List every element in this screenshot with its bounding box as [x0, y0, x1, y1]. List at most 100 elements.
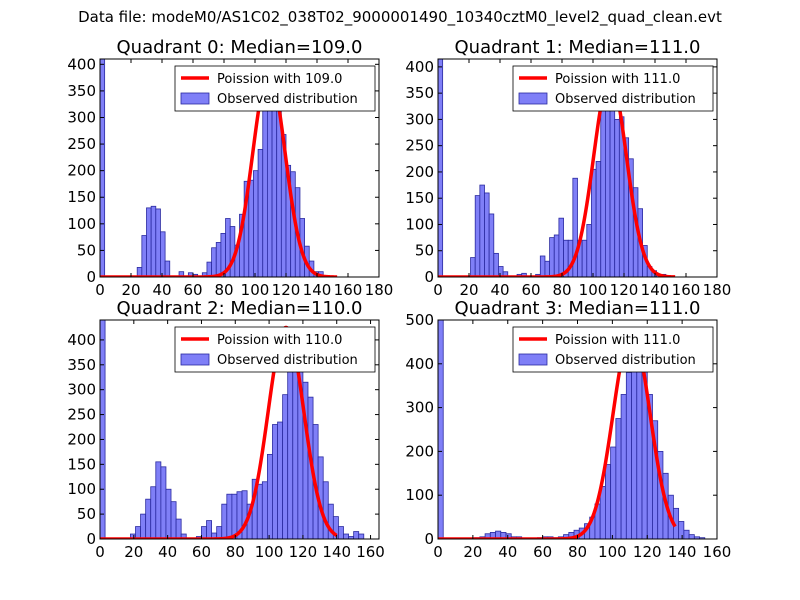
histogram-bar — [256, 483, 263, 539]
histogram-bar — [484, 192, 490, 277]
histogram-bar — [146, 207, 152, 277]
histogram-bar — [683, 529, 690, 539]
subplot-title: Quadrant 2: Median=110.0 — [117, 298, 363, 319]
histogram-bar — [353, 531, 360, 539]
subplot-quadrant-3: Quadrant 3: Median=111.0 0 20 40 60 80 100 120 1… — [405, 298, 731, 561]
y-tick-label: 300 — [405, 399, 434, 417]
histogram-bar — [572, 177, 578, 277]
x-tick-label: 20 — [459, 281, 478, 299]
x-tick-label: 60 — [183, 281, 202, 299]
histogram-bar — [155, 208, 161, 277]
y-tick-label: 0 — [86, 530, 96, 548]
legend-bar-swatch — [518, 353, 548, 366]
histogram-bar — [211, 247, 217, 277]
histogram-bar — [155, 461, 162, 539]
histogram-bar — [549, 237, 555, 277]
histogram-bar — [150, 486, 157, 539]
x-tick-label: 60 — [533, 543, 552, 561]
x-tick-label: 80 — [568, 543, 587, 561]
histogram-bar — [170, 501, 177, 539]
y-tick-label: 100 — [67, 215, 96, 233]
y-tick-label: 350 — [67, 82, 96, 100]
histogram-bar — [277, 421, 284, 539]
histogram-bar — [135, 526, 141, 539]
legend-label-observed: Observed distribution — [217, 92, 358, 107]
histogram-bar — [610, 446, 617, 539]
y-tick-label: 250 — [67, 406, 96, 424]
x-tick-label: 140 — [641, 281, 670, 299]
histogram-bar — [253, 170, 259, 277]
y-tick-label: 300 — [405, 110, 434, 128]
y-tick-label: 400 — [67, 331, 96, 349]
x-tick-label: 0 — [433, 281, 443, 299]
x-tick-label: 100 — [255, 543, 284, 561]
y-tick-label: 400 — [405, 58, 434, 76]
histogram-bar — [261, 481, 268, 539]
y-tick-label: 50 — [77, 241, 96, 259]
x-tick-label: 80 — [552, 281, 571, 299]
histogram-bar — [605, 464, 612, 539]
histogram-bar — [145, 498, 152, 539]
histogram-bar — [625, 372, 632, 539]
histogram-bar — [343, 533, 349, 539]
histogram-bar — [206, 520, 212, 539]
legend-label-observed: Observed distribution — [555, 92, 696, 107]
y-tick-label: 0 — [86, 268, 96, 286]
y-tick-label: 50 — [77, 505, 96, 523]
histogram-bar — [567, 239, 574, 277]
x-tick-label: 20 — [121, 281, 140, 299]
legend-label-observed: Observed distribution — [217, 353, 358, 368]
legend: Poission with 109.0 Observed distribution — [174, 65, 376, 112]
y-tick-label: 100 — [405, 215, 434, 233]
y-tick-label: 150 — [67, 455, 96, 473]
histogram-bar — [150, 205, 157, 277]
x-tick-label: 40 — [152, 281, 171, 299]
histogram-bar — [271, 85, 278, 277]
y-tick-label: 400 — [67, 55, 96, 73]
y-tick-label: 200 — [405, 163, 434, 181]
histogram-bar — [614, 119, 620, 277]
y-tick-label: 300 — [67, 381, 96, 399]
x-tick-label: 40 — [490, 281, 509, 299]
x-tick-label: 80 — [214, 281, 233, 299]
x-tick-label: 60 — [192, 543, 211, 561]
x-tick-label: 160 — [334, 281, 363, 299]
histogram-bar — [470, 257, 476, 277]
y-tick-label: 250 — [67, 135, 96, 153]
histogram-bar — [221, 503, 228, 539]
histogram-bar — [287, 364, 294, 539]
legend-label-poisson: Poission with 110.0 — [217, 333, 342, 348]
subplot-quadrant-1: Quadrant 1: Median=111.00 20 40 60 80 100 120 1… — [405, 37, 731, 299]
histogram-bar — [358, 533, 365, 539]
y-tick-label: 500 — [405, 311, 434, 329]
subplot-title: Quadrant 1: Median=111.0 — [455, 37, 701, 58]
x-tick-label: 180 — [365, 281, 394, 299]
histogram-bar — [266, 89, 273, 277]
histogram-bar — [215, 242, 222, 277]
x-tick-label: 140 — [322, 543, 351, 561]
histogram-bar — [488, 213, 495, 277]
histogram-bar — [586, 224, 592, 277]
y-tick-label: 350 — [405, 84, 434, 102]
histogram-bar — [636, 350, 643, 539]
x-tick-label: 0 — [95, 281, 105, 299]
histogram-bar — [521, 272, 527, 277]
x-tick-label: 0 — [95, 543, 105, 561]
x-tick-label: 160 — [356, 543, 385, 561]
y-tick-label: 400 — [405, 355, 434, 373]
y-tick-label: 150 — [67, 188, 96, 206]
histogram-bar — [595, 161, 602, 277]
legend-bar-swatch — [518, 92, 548, 105]
x-tick-label: 140 — [303, 281, 332, 299]
histogram-bar — [100, 59, 106, 277]
histogram-bar — [600, 103, 606, 277]
histogram-bar — [164, 260, 171, 277]
histogram-bar — [539, 255, 546, 277]
histogram-bar — [262, 103, 268, 277]
x-tick-label: 40 — [498, 543, 517, 561]
histogram-bar — [100, 320, 106, 539]
legend: Poission with 111.0 Observed distribution — [512, 326, 714, 373]
x-tick-label: 120 — [272, 281, 301, 299]
histogram-bar — [479, 184, 485, 277]
legend-label-poisson: Poission with 111.0 — [555, 72, 680, 87]
